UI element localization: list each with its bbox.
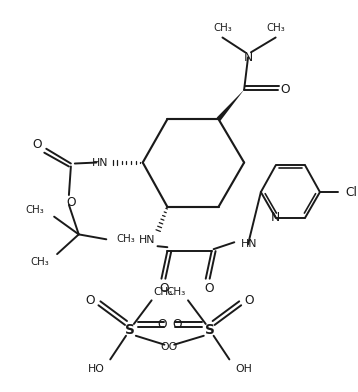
Text: CH₃: CH₃ [30,257,49,267]
Text: O: O [244,294,254,307]
Text: O: O [160,282,169,295]
Text: CH₃: CH₃ [213,23,232,33]
Text: S: S [125,323,135,337]
Text: O: O [33,138,42,151]
Text: S: S [205,323,214,337]
Text: O: O [204,282,213,295]
Text: N: N [271,211,280,224]
Text: Cl: Cl [345,185,357,199]
Polygon shape [217,90,244,121]
Text: HN: HN [241,239,258,249]
Text: O: O [281,83,290,96]
Text: N: N [243,51,253,64]
Text: CH₃: CH₃ [154,287,173,298]
Text: CH₃: CH₃ [25,205,44,215]
Text: CH₃: CH₃ [266,23,285,33]
Text: OH: OH [235,364,252,374]
Text: O: O [172,318,182,332]
Text: O: O [158,318,167,332]
Text: HO: HO [87,364,104,374]
Text: CH₃: CH₃ [167,287,186,298]
Text: HN: HN [92,158,108,167]
Text: CH₃: CH₃ [116,234,135,244]
Text: OO: OO [161,341,178,352]
Text: O: O [86,294,95,307]
Text: HN: HN [139,235,155,245]
Text: O: O [66,196,76,209]
